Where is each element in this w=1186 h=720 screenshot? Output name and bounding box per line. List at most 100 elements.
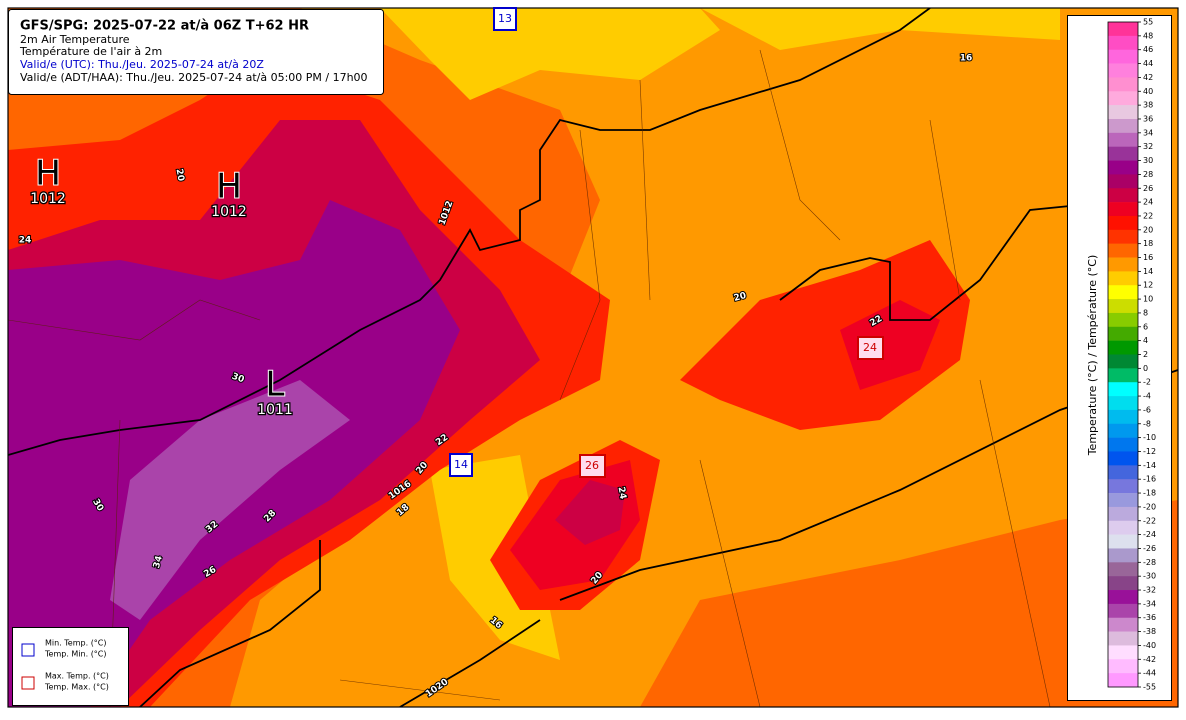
colorbar-band [1108, 479, 1138, 494]
colorbar-band [1108, 368, 1138, 383]
colorbar-band [1108, 396, 1138, 411]
colorbar-band [1108, 534, 1138, 549]
colorbar-band [1108, 22, 1138, 37]
colorbar-tick-label: -12 [1143, 447, 1156, 456]
colorbar-tick-label: -24 [1143, 530, 1156, 539]
contour-label: 34 [152, 555, 165, 570]
colorbar-band [1108, 437, 1138, 452]
colorbar-band [1108, 423, 1138, 438]
pressure-letter: L [266, 365, 285, 405]
colorbar-band [1108, 312, 1138, 328]
colorbar-tick-label: -44 [1143, 669, 1156, 678]
colorbar-tick-label: 18 [1143, 239, 1153, 248]
colorbar-band [1108, 257, 1138, 272]
colorbar-band [1108, 409, 1138, 425]
legend-text: Temp. Min. (°C) [44, 650, 107, 659]
colorbar-tick-label: 16 [1143, 253, 1153, 262]
colorbar-band [1108, 63, 1138, 78]
colorbar-tick-label: -8 [1143, 419, 1151, 428]
colorbar-tick-label: 46 [1143, 45, 1153, 54]
colorbar-tick-label: 4 [1143, 336, 1148, 345]
colorbar-tick-label: 22 [1143, 211, 1153, 220]
min-temp: 14 [454, 458, 468, 471]
colorbar-band [1108, 49, 1138, 64]
legend-text: Temp. Max. (°C) [44, 683, 109, 692]
min-box [449, 453, 473, 477]
colorbar-tick-label: -20 [1143, 502, 1156, 511]
colorbar-band [1108, 659, 1138, 674]
colorbar-band [1108, 617, 1138, 632]
colorbar-band [1108, 506, 1138, 522]
legend-max-icon [21, 676, 35, 690]
colorbar-tick-label: -32 [1143, 586, 1156, 595]
colorbar-band [1108, 285, 1138, 300]
colorbar-tick-label: -18 [1143, 489, 1156, 498]
map-frame [7, 7, 1179, 708]
colorbar-band [1108, 645, 1138, 660]
colorbar-band [1108, 603, 1138, 619]
min-temp: 13 [498, 12, 512, 25]
colorbar-tick-label: 20 [1143, 225, 1153, 234]
colorbar-band [1108, 382, 1138, 397]
min-box [493, 7, 517, 31]
colorbar-tick-label: 28 [1143, 170, 1153, 179]
colorbar-tick-label: 14 [1143, 267, 1153, 276]
colorbar-tick-label: -42 [1143, 655, 1156, 664]
colorbar-tick-label: 2 [1143, 350, 1148, 359]
colorbar-tick-label: 32 [1143, 142, 1153, 151]
colorbar-band [1108, 451, 1138, 466]
pressure-centers: H 1012 H 1012 L 1011 [29, 153, 294, 420]
header-line: Valid/e (ADT/HAA): Thu./Jeu. 2025-07-24 … [20, 71, 368, 84]
colorbar-tick-label: 12 [1143, 281, 1153, 290]
contour-label: 24 [615, 486, 627, 500]
colorbar-band [1108, 174, 1138, 189]
colorbar-band [1108, 77, 1138, 92]
colorbar-label: Temperature (°C) / Température (°C) [1086, 255, 1099, 457]
colorbar-tick-label: 48 [1143, 31, 1153, 40]
colorbar-band [1108, 326, 1138, 341]
colorbar-band [1108, 132, 1138, 147]
colorbar-tick-label: -55 [1143, 683, 1156, 692]
contour-label: 16 [960, 54, 973, 64]
max-temp: 24 [863, 341, 877, 354]
colorbar-tick-label: 42 [1143, 73, 1153, 82]
colorbar-band [1108, 493, 1138, 508]
colorbar-band [1108, 105, 1138, 120]
colorbar-tick-label: 30 [1143, 156, 1153, 165]
legend-text: Max. Temp. (°C) [45, 672, 109, 681]
pressure-letter: H [216, 167, 242, 207]
colorbar-band [1108, 202, 1138, 217]
pressure-value: 1012 [211, 204, 247, 220]
colorbar-tick-label: 26 [1143, 184, 1153, 193]
header-line: Température de l'air à 2m [19, 45, 162, 58]
colorbar-band [1108, 299, 1138, 314]
colorbar-tick-label: 44 [1143, 59, 1153, 68]
header-box: GFS/SPG: 2025-07-22 at/à 06Z T+62 HR 2m … [8, 9, 384, 95]
colorbar-tick-label: -26 [1143, 544, 1156, 553]
colorbar-band [1108, 354, 1138, 369]
colorbar-tick-label: -4 [1143, 392, 1151, 401]
pressure-letter: H [35, 154, 61, 194]
contour-label: 24 [19, 236, 32, 246]
title: GFS/SPG: 2025-07-22 at/à 06Z T+62 HR [20, 19, 309, 34]
colorbar-band [1108, 576, 1138, 591]
colorbar-band [1108, 520, 1138, 535]
colorbar-band [1108, 188, 1138, 203]
colorbar-tick-label: 34 [1143, 128, 1153, 137]
max-box [579, 454, 606, 478]
colorbar-band [1108, 562, 1138, 577]
colorbar-band [1108, 146, 1138, 161]
pressure-value: 1011 [257, 402, 293, 418]
colorbar-band [1108, 243, 1138, 258]
legend-min-icon [21, 643, 35, 657]
colorbar-band [1108, 35, 1138, 51]
colorbar-band [1108, 590, 1138, 605]
colorbar-band [1108, 215, 1138, 231]
contour-label: 20 [733, 291, 748, 304]
colorbar-tick-label: 0 [1143, 364, 1148, 373]
colorbar-tick-label: 55 [1143, 18, 1153, 27]
max-box [857, 336, 884, 360]
colorbar-band [1108, 465, 1138, 480]
colorbar-band [1108, 340, 1138, 355]
